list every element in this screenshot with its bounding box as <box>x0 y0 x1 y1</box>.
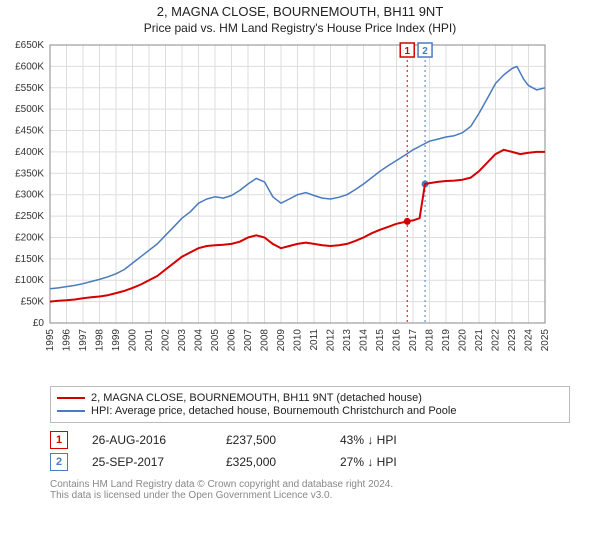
svg-text:1995: 1995 <box>45 329 56 352</box>
svg-text:1999: 1999 <box>111 329 122 352</box>
svg-text:£100K: £100K <box>15 275 44 286</box>
svg-text:2006: 2006 <box>227 329 238 352</box>
title-sub: Price paid vs. HM Land Registry's House … <box>0 21 600 35</box>
svg-text:£0: £0 <box>33 318 45 329</box>
legend-label-property: 2, MAGNA CLOSE, BOURNEMOUTH, BH11 9NT (d… <box>91 392 422 404</box>
legend-swatch-property <box>57 397 85 399</box>
svg-text:2000: 2000 <box>128 329 139 352</box>
svg-text:£150K: £150K <box>15 254 44 265</box>
svg-text:£300K: £300K <box>15 190 44 201</box>
svg-text:2018: 2018 <box>425 329 436 352</box>
svg-text:£200K: £200K <box>15 232 44 243</box>
sale-row-1: 1 26-AUG-2016 £237,500 43% ↓ HPI <box>50 431 570 449</box>
legend-item-property: 2, MAGNA CLOSE, BOURNEMOUTH, BH11 9NT (d… <box>57 392 563 404</box>
svg-text:2020: 2020 <box>458 329 469 352</box>
svg-text:2007: 2007 <box>243 329 254 352</box>
footer: Contains HM Land Registry data © Crown c… <box>50 479 570 501</box>
svg-text:2021: 2021 <box>474 329 485 352</box>
sale-badge-2: 2 <box>50 453 68 471</box>
sale-date-2: 25-SEP-2017 <box>92 455 202 469</box>
svg-text:£400K: £400K <box>15 147 44 158</box>
svg-text:2009: 2009 <box>276 329 287 352</box>
svg-text:2012: 2012 <box>326 329 337 352</box>
svg-text:2017: 2017 <box>408 329 419 352</box>
sale-badge-1: 1 <box>50 431 68 449</box>
svg-text:£600K: £600K <box>15 61 44 72</box>
legend-swatch-hpi <box>57 410 85 412</box>
svg-text:2005: 2005 <box>210 329 221 352</box>
svg-text:2002: 2002 <box>161 329 172 352</box>
svg-text:£650K: £650K <box>15 40 44 51</box>
svg-text:1996: 1996 <box>62 329 73 352</box>
svg-text:£450K: £450K <box>15 126 44 137</box>
sale-delta-1: 43% ↓ HPI <box>340 433 397 447</box>
svg-text:2024: 2024 <box>524 329 535 352</box>
svg-text:2023: 2023 <box>507 329 518 352</box>
svg-text:2001: 2001 <box>144 329 155 352</box>
svg-text:2008: 2008 <box>260 329 271 352</box>
sale-price-1: £237,500 <box>226 433 316 447</box>
title-main: 2, MAGNA CLOSE, BOURNEMOUTH, BH11 9NT <box>0 4 600 19</box>
svg-text:1998: 1998 <box>95 329 106 352</box>
price-chart: £0 £50K £100K £150K £200K £250K £300K £350K £400… <box>0 35 560 375</box>
svg-text:£50K: £50K <box>21 297 45 308</box>
title-block: 2, MAGNA CLOSE, BOURNEMOUTH, BH11 9NT Pr… <box>0 0 600 35</box>
svg-text:£350K: £350K <box>15 168 44 179</box>
sale-delta-2: 27% ↓ HPI <box>340 455 397 469</box>
svg-text:1997: 1997 <box>78 329 89 352</box>
svg-text:1: 1 <box>404 46 410 57</box>
footer-line-2: This data is licensed under the Open Gov… <box>50 490 570 501</box>
svg-text:2016: 2016 <box>392 329 403 352</box>
svg-text:2019: 2019 <box>441 329 452 352</box>
legend-label-hpi: HPI: Average price, detached house, Bour… <box>91 405 456 417</box>
sale-row-2: 2 25-SEP-2017 £325,000 27% ↓ HPI <box>50 453 570 471</box>
svg-text:2004: 2004 <box>194 329 205 352</box>
chart-container: £0 £50K £100K £150K £200K £250K £300K £350K £400… <box>0 35 600 380</box>
svg-text:2013: 2013 <box>342 329 353 352</box>
svg-text:2003: 2003 <box>177 329 188 352</box>
svg-text:2014: 2014 <box>359 329 370 352</box>
svg-text:£250K: £250K <box>15 211 44 222</box>
footer-line-1: Contains HM Land Registry data © Crown c… <box>50 479 570 490</box>
sale-rows: 1 26-AUG-2016 £237,500 43% ↓ HPI 2 25-SE… <box>50 431 570 471</box>
sale-price-2: £325,000 <box>226 455 316 469</box>
svg-text:£500K: £500K <box>15 104 44 115</box>
svg-text:2011: 2011 <box>309 329 320 351</box>
svg-text:2015: 2015 <box>375 329 386 352</box>
svg-text:2010: 2010 <box>293 329 304 352</box>
svg-text:£550K: £550K <box>15 83 44 94</box>
svg-text:2: 2 <box>422 46 428 57</box>
legend-item-hpi: HPI: Average price, detached house, Bour… <box>57 405 563 417</box>
svg-text:2025: 2025 <box>540 329 551 352</box>
legend: 2, MAGNA CLOSE, BOURNEMOUTH, BH11 9NT (d… <box>50 386 570 423</box>
sale-date-1: 26-AUG-2016 <box>92 433 202 447</box>
svg-text:2022: 2022 <box>491 329 502 352</box>
